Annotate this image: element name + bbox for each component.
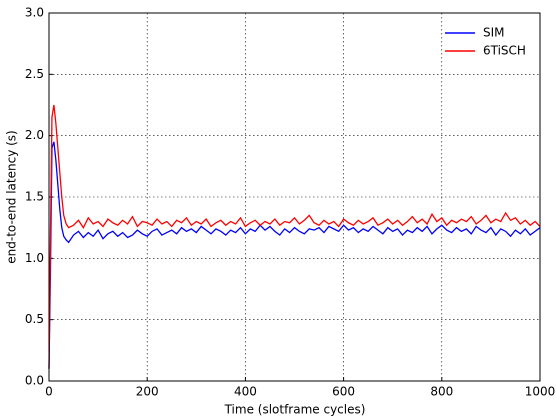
x-tick-label: 0 bbox=[45, 385, 53, 399]
line-series bbox=[48, 104, 541, 369]
y-tick-label: 2.5 bbox=[25, 67, 44, 81]
y-tick-label: 3.0 bbox=[25, 6, 44, 20]
line-series bbox=[48, 141, 541, 369]
x-tick-label: 200 bbox=[136, 385, 159, 399]
y-tick-label: 2.0 bbox=[25, 128, 44, 142]
y-axis-label: end-to-end latency (s) bbox=[5, 130, 19, 263]
plot-frame bbox=[48, 12, 541, 382]
y-tick-label: 0.0 bbox=[25, 374, 44, 388]
x-axis-label: Time (slotframe cycles) bbox=[224, 403, 366, 417]
legend-label: SIM bbox=[483, 26, 505, 40]
x-tick-label: 600 bbox=[332, 385, 355, 399]
legend-label: 6TiSCH bbox=[483, 44, 526, 58]
x-tick-label: 400 bbox=[234, 385, 257, 399]
x-tick-label: 800 bbox=[430, 385, 453, 399]
y-tick-label: 0.5 bbox=[25, 312, 44, 326]
x-tick-label: 1000 bbox=[525, 385, 556, 399]
y-tick-label: 1.5 bbox=[25, 190, 44, 204]
y-tick-label: 1.0 bbox=[25, 251, 44, 265]
